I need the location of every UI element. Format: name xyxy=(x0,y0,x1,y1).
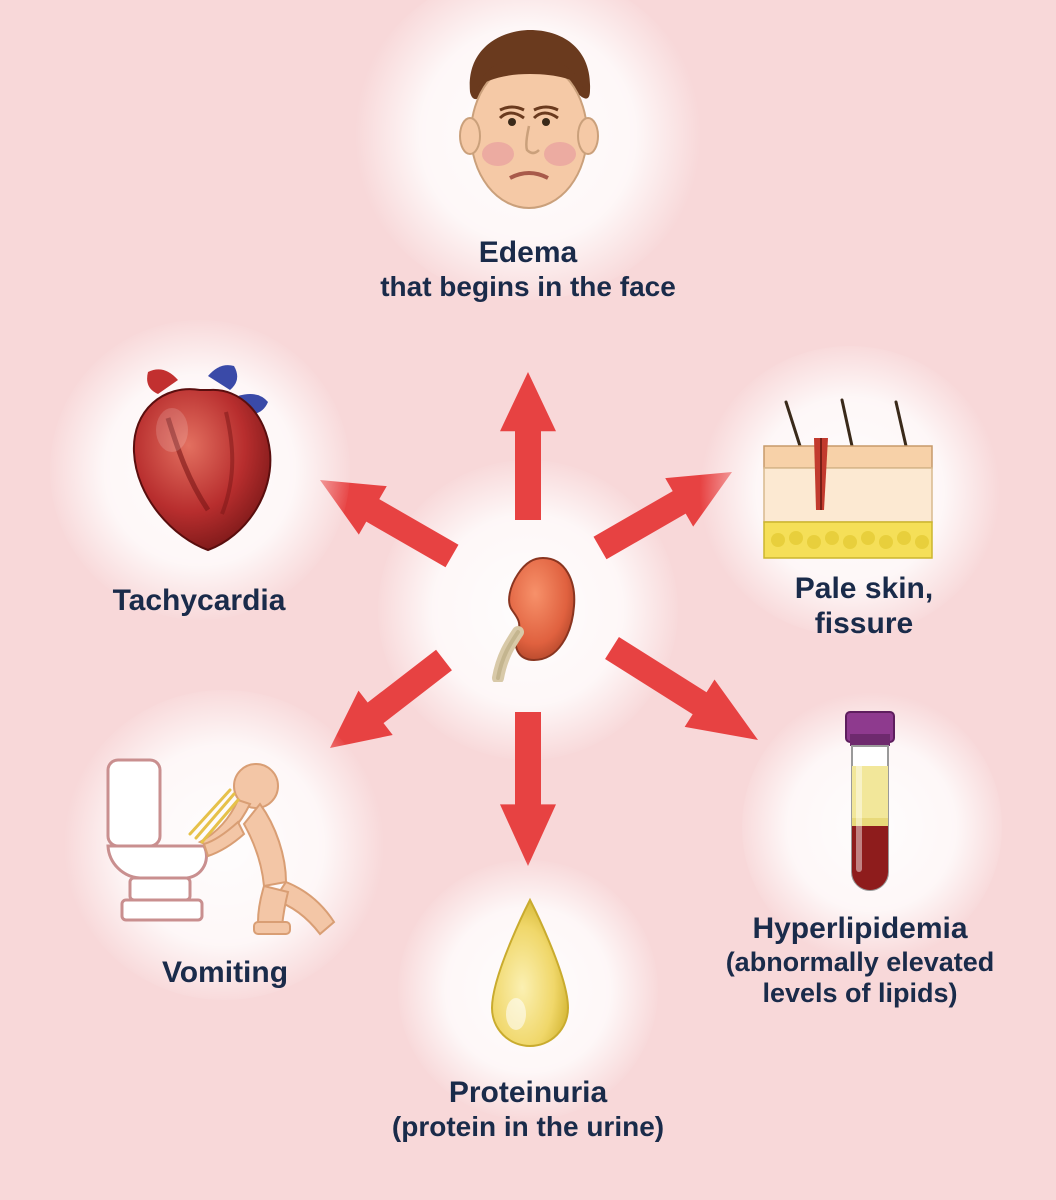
drop-icon xyxy=(480,896,580,1056)
hyperlipidemia-label: Hyperlipidemia (abnormally elevated leve… xyxy=(690,912,1030,1009)
face-icon xyxy=(450,26,608,226)
tachycardia-label: Tachycardia xyxy=(86,584,312,619)
vomiting-label: Vomiting xyxy=(120,956,330,991)
proteinuria-label: Proteinuria (protein in the urine) xyxy=(328,1076,728,1143)
skin-label: Pale skin, fissure xyxy=(752,572,976,641)
tube-icon xyxy=(840,710,900,910)
skin-icon xyxy=(756,398,940,568)
vomit-icon xyxy=(100,746,350,946)
diagram-canvas: Edema that begins in the face xyxy=(0,0,1056,1200)
heart-icon xyxy=(108,360,288,560)
edema-label: Edema that begins in the face xyxy=(328,236,728,303)
